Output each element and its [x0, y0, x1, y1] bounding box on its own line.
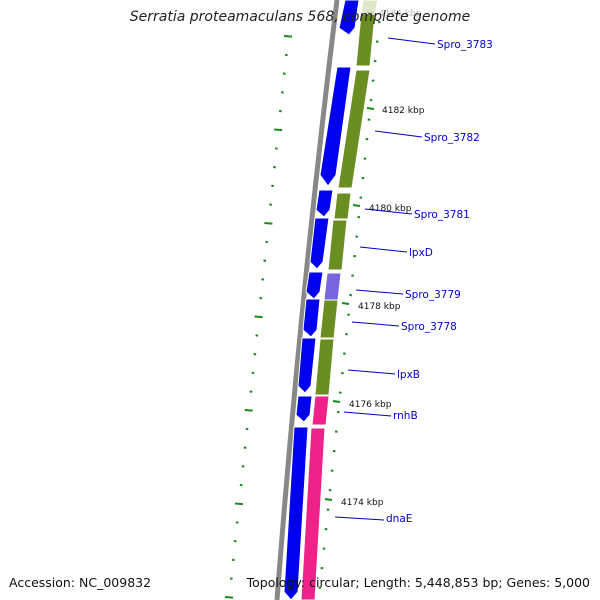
tick-mark	[263, 259, 267, 262]
leader-line	[334, 516, 385, 521]
outer-tick-marks	[225, 35, 293, 599]
tick-mark	[245, 427, 249, 431]
tick-mark	[225, 596, 234, 599]
reverse-strand-features	[300, 0, 379, 600]
kbp-tick	[366, 107, 375, 110]
genome-title: Serratia proteamaculans 568, complete ge…	[129, 9, 471, 25]
cds-block[interactable]	[314, 338, 335, 396]
tick-mark	[284, 53, 288, 57]
leader-line	[351, 321, 400, 327]
kbp-label: 4174 kbp	[341, 498, 384, 508]
tick-mark	[255, 334, 259, 337]
kbp-label: 4176 kbp	[349, 400, 392, 410]
leader-line	[387, 37, 436, 45]
gene-label-lpxb[interactable]: lpxB	[397, 369, 420, 381]
rna-feature[interactable]	[311, 395, 330, 426]
gene-label-lpxd[interactable]: lpxD	[409, 247, 433, 259]
leader-line	[359, 246, 408, 253]
cds-block[interactable]	[319, 66, 352, 187]
tick-mark	[283, 35, 293, 38]
gene-label-spro-3779[interactable]: Spro_3779	[405, 289, 461, 301]
leader-line	[343, 411, 392, 417]
genome-backbone	[274, 0, 340, 600]
tick-mark	[234, 502, 243, 506]
cds-block[interactable]	[297, 337, 317, 394]
tick-mark	[271, 184, 275, 188]
cds-block[interactable]	[319, 299, 339, 339]
kbp-label: 4180 kbp	[369, 204, 412, 214]
kbp-tick	[341, 302, 350, 305]
tick-mark	[264, 222, 273, 225]
leader-line	[355, 289, 404, 295]
tick-mark	[280, 91, 284, 94]
cds-block[interactable]	[355, 13, 376, 67]
topology-text: Topology: circular; Length: 5,448,853 bp…	[246, 575, 590, 590]
cds-block[interactable]	[305, 271, 324, 300]
kbp-tick	[366, 11, 375, 14]
tick-mark	[235, 521, 239, 524]
tick-mark	[269, 203, 273, 206]
tick-mark	[278, 109, 282, 113]
tick-mark	[249, 390, 253, 393]
cds-block[interactable]	[302, 298, 321, 338]
tick-mark	[251, 371, 255, 375]
gene-labels: Spro_3783 Spro_3782 Spro_3781 lpxD Spro_…	[334, 37, 493, 525]
leader-line	[347, 369, 396, 375]
gene-label-spro-3782[interactable]: Spro_3782	[424, 132, 480, 144]
gene-label-spro-3781[interactable]: Spro_3781	[414, 209, 470, 221]
cds-block[interactable]	[309, 217, 330, 270]
tick-mark	[241, 465, 245, 468]
kbp-tick	[352, 204, 361, 207]
gene-label-spro-3778[interactable]: Spro_3778	[401, 321, 457, 333]
gene-label-spro-3783[interactable]: Spro_3783	[437, 39, 493, 51]
tick-mark	[259, 296, 263, 300]
tick-mark	[265, 240, 269, 244]
kbp-label: 4184 kbp	[379, 9, 422, 19]
cds-block[interactable]	[337, 69, 371, 189]
tick-mark	[231, 558, 235, 562]
cds-block[interactable]	[283, 426, 309, 600]
tick-mark	[261, 278, 265, 281]
rna-feature[interactable]	[300, 427, 326, 600]
tick-mark	[229, 577, 233, 580]
tick-mark	[243, 446, 247, 449]
cds-block[interactable]	[338, 0, 360, 36]
inner-tick-marks	[318, 21, 381, 589]
cds-block-highlighted[interactable]	[323, 272, 342, 301]
leader-line	[374, 130, 423, 138]
cds-block[interactable]	[327, 219, 348, 271]
kbp-label: 4178 kbp	[358, 302, 401, 312]
cds-block[interactable]	[333, 192, 352, 220]
kbp-tick	[332, 400, 341, 403]
tick-mark	[282, 72, 286, 75]
accession-text: Accession: NC_009832	[9, 575, 152, 590]
tick-mark	[239, 483, 243, 487]
scale-labels: 4184 kbp 4182 kbp 4180 kbp 4178 kbp 4176…	[324, 9, 425, 508]
kbp-label: 4182 kbp	[382, 106, 425, 116]
cds-block[interactable]	[295, 395, 313, 423]
gene-label-dnae[interactable]: dnaE	[386, 513, 412, 525]
leader-line	[364, 208, 413, 215]
tick-mark	[233, 539, 237, 543]
tick-mark	[274, 128, 283, 132]
cds-block[interactable]	[315, 189, 334, 218]
gene-label-rnhb[interactable]: rnhB	[393, 410, 418, 422]
tick-mark	[253, 352, 257, 356]
forward-strand-features	[283, 0, 360, 600]
tick-mark	[273, 165, 276, 169]
tick-mark	[244, 409, 253, 412]
kbp-tick	[324, 498, 333, 501]
tick-mark	[254, 315, 263, 319]
tick-mark	[274, 147, 278, 150]
